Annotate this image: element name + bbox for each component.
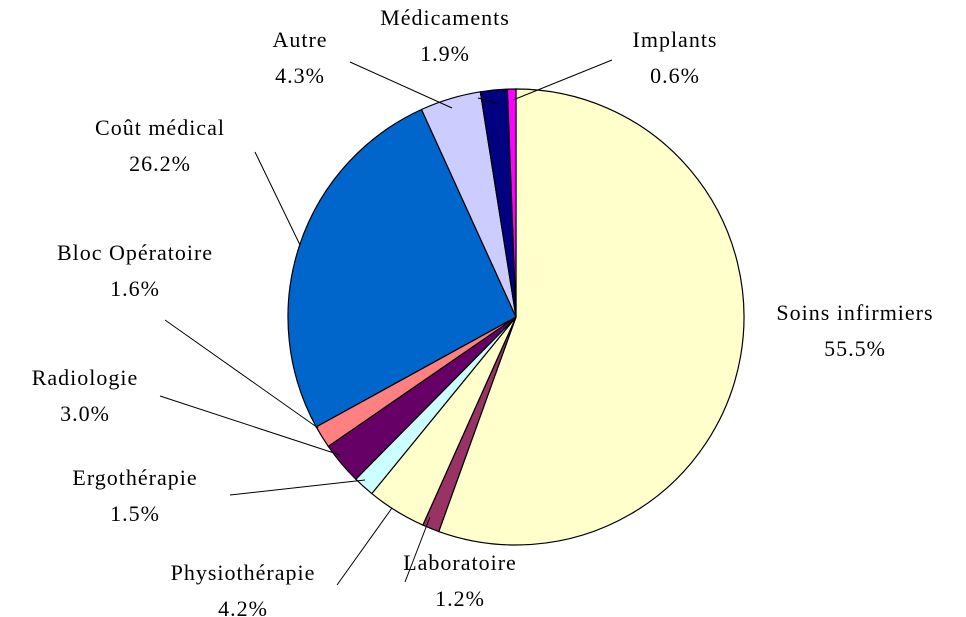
slice-label: Coût médical (95, 115, 225, 140)
slice-value-label: 1.6% (110, 276, 160, 301)
leader-line (349, 61, 453, 109)
slice-label: Laboratoire (403, 550, 517, 575)
slice-value-label: 4.2% (218, 596, 268, 617)
leader-line (512, 59, 613, 101)
leader-line (229, 479, 366, 496)
slice-value-label: 55.5% (824, 336, 886, 361)
slice-label: Radiologie (32, 365, 139, 390)
leader-line (477, 97, 501, 105)
slice-label: Physiothérapie (171, 560, 316, 585)
slice-value-label: 4.3% (275, 63, 325, 88)
slice-value-label: 1.5% (110, 501, 160, 526)
slice-value-label: 1.2% (435, 586, 485, 611)
leader-line (159, 395, 341, 456)
slice-value-label: 26.2% (129, 151, 191, 176)
slice-value-label: 1.9% (420, 41, 470, 66)
slice-value-label: 3.0% (60, 401, 110, 426)
slice-value-label: 0.6% (650, 63, 700, 88)
pie-slice (506, 88, 517, 318)
slice-label: Médicaments (380, 5, 510, 30)
slice-label: Implants (633, 27, 718, 52)
leader-line (254, 151, 301, 246)
slice-label: Autre (272, 27, 327, 52)
leader-line (404, 516, 431, 583)
slice-label: Bloc Opératoire (57, 240, 213, 265)
slice-label: Ergothérapie (72, 465, 197, 490)
leader-line (164, 319, 319, 429)
leader-line (336, 507, 393, 586)
pie-slice (437, 88, 745, 546)
slice-label: Soins infirmiers (776, 300, 933, 325)
